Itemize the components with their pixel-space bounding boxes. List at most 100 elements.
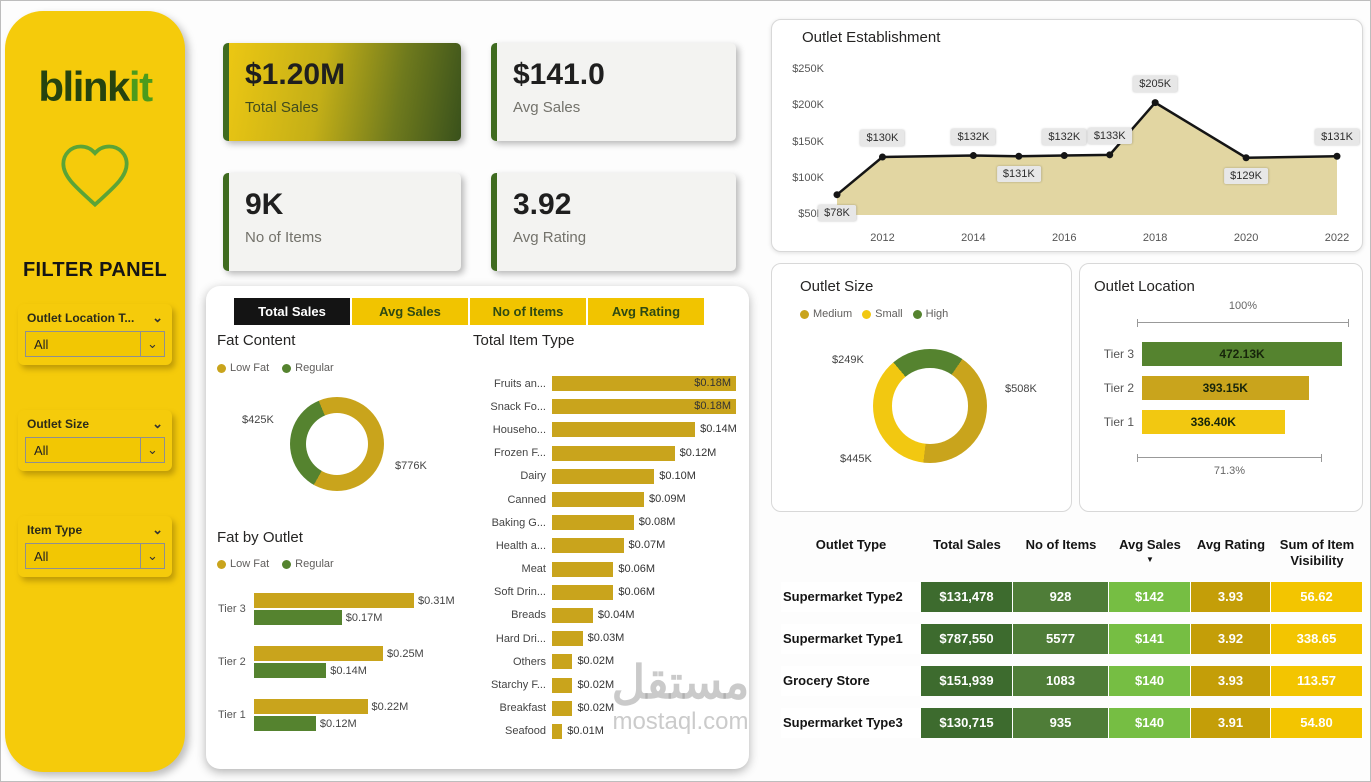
legend-item[interactable]: Medium: [800, 308, 852, 320]
filter-dropdown[interactable]: All ⌄: [25, 331, 165, 357]
bar-value-label: $0.12M: [679, 446, 717, 459]
chevron-down-icon: ⌄: [152, 310, 163, 325]
value-cell[interactable]: 338.65: [1271, 623, 1363, 654]
item-type-row: Seafood $0.01M: [474, 720, 736, 743]
item-type-bar[interactable]: [552, 631, 583, 647]
value-cell[interactable]: 3.92: [1191, 623, 1271, 654]
item-type-bar[interactable]: [552, 700, 573, 716]
location-bar-tier-1[interactable]: 336.40K: [1142, 410, 1285, 434]
item-type-bar[interactable]: [552, 654, 573, 670]
column-header[interactable]: Sum of Item Visibility: [1279, 537, 1355, 569]
item-type-bar[interactable]: [552, 584, 614, 600]
item-type-bar[interactable]: [552, 515, 634, 531]
item-type-bar[interactable]: [552, 538, 624, 554]
item-type-bar[interactable]: [552, 677, 573, 693]
bar-group: $0.22M $0.12M: [254, 698, 468, 732]
value-cell[interactable]: $140: [1109, 665, 1191, 696]
data-point-marker[interactable]: [1015, 152, 1023, 160]
bar-low-fat[interactable]: [254, 699, 368, 714]
bar-track: $0.03M: [552, 631, 736, 647]
value-cell[interactable]: $140: [1109, 707, 1191, 738]
data-point-marker[interactable]: [878, 153, 886, 161]
value-cell[interactable]: 54.80: [1271, 707, 1363, 738]
data-point-marker[interactable]: [1151, 99, 1159, 107]
value-cell[interactable]: 113.57: [1271, 665, 1363, 696]
item-type-bar[interactable]: [552, 561, 614, 577]
item-type-bar[interactable]: [552, 376, 736, 392]
value-cell[interactable]: $787,550: [921, 623, 1013, 654]
legend-item[interactable]: Small: [862, 308, 903, 320]
fat-content-donut-chart[interactable]: [290, 397, 384, 491]
tab-avg-sales[interactable]: Avg Sales: [352, 298, 468, 325]
data-point-marker[interactable]: [833, 191, 841, 199]
column-header[interactable]: Avg Sales ▼: [1109, 537, 1191, 570]
legend-item[interactable]: Low Fat: [217, 558, 269, 570]
bar-value-label: $0.17M: [345, 611, 383, 624]
value-cell[interactable]: $131,478: [921, 581, 1013, 612]
item-type-bar[interactable]: [552, 607, 593, 623]
tab-total-sales[interactable]: Total Sales: [234, 298, 350, 325]
value-cell[interactable]: 935: [1013, 707, 1109, 738]
value-cell[interactable]: 1083: [1013, 665, 1109, 696]
category-label: Soft Drin...: [494, 586, 546, 599]
logo-text-blink: blink: [38, 63, 130, 110]
column-header[interactable]: Total Sales: [933, 537, 1001, 552]
value-cell[interactable]: 56.62: [1271, 581, 1363, 612]
item-type-bar[interactable]: [552, 723, 563, 739]
legend-text: Medium: [813, 308, 853, 320]
filter-header[interactable]: Outlet Location T... ⌄: [25, 309, 165, 331]
filter-group-2: Item Type ⌄ All ⌄: [18, 516, 172, 577]
column-header[interactable]: Outlet Type: [815, 537, 887, 552]
data-point-marker[interactable]: [1106, 151, 1114, 159]
item-type-bar[interactable]: [552, 492, 644, 508]
bar-regular[interactable]: [254, 610, 342, 625]
outlet-size-donut-chart[interactable]: [873, 349, 987, 463]
legend-dot: [800, 309, 809, 319]
item-type-bar[interactable]: [552, 468, 655, 484]
value-cell[interactable]: $151,939: [921, 665, 1013, 696]
value-cell[interactable]: 5577: [1013, 623, 1109, 654]
location-bar-tier-2[interactable]: 393.15K: [1142, 376, 1309, 400]
filter-header[interactable]: Outlet Size ⌄: [25, 415, 165, 437]
location-bar-tier-3[interactable]: 472.13K: [1142, 342, 1342, 366]
tab-no-of-items[interactable]: No of Items: [470, 298, 586, 325]
data-point-marker[interactable]: [1242, 154, 1250, 162]
area-chart[interactable]: [832, 55, 1342, 230]
legend-item[interactable]: Regular: [282, 362, 334, 374]
item-type-bar[interactable]: [552, 422, 696, 438]
item-type-bar[interactable]: [552, 399, 736, 415]
value-cell[interactable]: $142: [1109, 581, 1191, 612]
filter-header[interactable]: Item Type ⌄: [25, 521, 165, 543]
row-label-cell[interactable]: Supermarket Type3: [781, 707, 921, 738]
value-cell[interactable]: 3.93: [1191, 665, 1271, 696]
legend-item[interactable]: Low Fat: [217, 362, 269, 374]
value-cell[interactable]: 3.93: [1191, 581, 1271, 612]
category-label: Snack Fo...: [490, 400, 546, 413]
value-cell[interactable]: $130,715: [921, 707, 1013, 738]
bar-low-fat[interactable]: [254, 646, 384, 661]
column-header[interactable]: No of Items: [1025, 537, 1097, 552]
data-point-marker[interactable]: [1060, 152, 1068, 160]
row-label-cell[interactable]: Supermarket Type1: [781, 623, 921, 654]
item-type-bar[interactable]: [552, 445, 675, 461]
data-point-marker[interactable]: [969, 152, 977, 160]
data-point-marker[interactable]: [1333, 152, 1341, 160]
row-label-cell[interactable]: Supermarket Type2: [781, 581, 921, 612]
tab-avg-rating[interactable]: Avg Rating: [588, 298, 704, 325]
value-cell[interactable]: $141: [1109, 623, 1191, 654]
filter-dropdown[interactable]: All ⌄: [25, 437, 165, 463]
bar-low-fat[interactable]: [254, 593, 414, 608]
heart-icon: [61, 144, 129, 208]
legend-item[interactable]: High: [912, 308, 948, 320]
row-label-cell[interactable]: Grocery Store: [781, 665, 921, 696]
legend-item[interactable]: Regular: [282, 558, 334, 570]
column-header[interactable]: Avg Rating: [1196, 537, 1266, 552]
legend-text: Low Fat: [230, 362, 270, 374]
filter-label: Outlet Location T...: [27, 311, 135, 325]
value-cell[interactable]: 3.91: [1191, 707, 1271, 738]
value-cell[interactable]: 928: [1013, 581, 1109, 612]
filter-dropdown[interactable]: All ⌄: [25, 543, 165, 569]
bar-regular[interactable]: [254, 663, 327, 678]
logo-text-it: it: [128, 63, 153, 110]
bar-regular[interactable]: [254, 716, 316, 731]
